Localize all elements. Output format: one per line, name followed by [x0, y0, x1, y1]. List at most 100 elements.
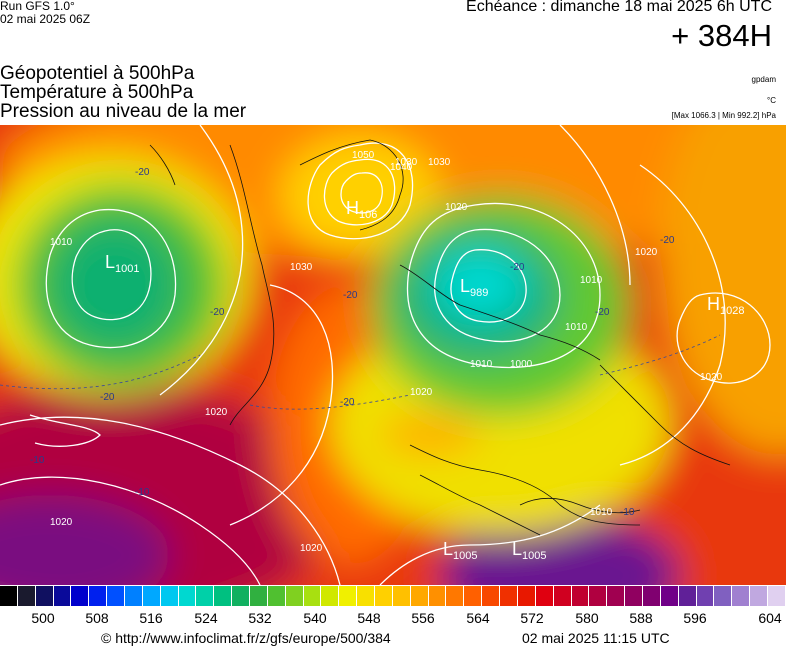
- scale-label: 524: [194, 610, 218, 626]
- copyright-link[interactable]: © http://www.infoclimat.fr/z/gfs/europe/…: [101, 630, 391, 646]
- scale-swatch: [482, 586, 501, 606]
- scale-swatch: [714, 586, 733, 606]
- isobar-label: 1020: [50, 517, 73, 528]
- scale-label: 548: [357, 610, 381, 626]
- temperature-label: -10: [135, 487, 150, 498]
- scale-swatch: [678, 586, 697, 606]
- scale-label: 532: [248, 610, 272, 626]
- scale-swatch: [267, 586, 286, 606]
- temperature-label: -20: [343, 290, 358, 301]
- scale-swatch: [53, 586, 72, 606]
- scale-swatch: [0, 586, 18, 606]
- isobar-label: 1020: [700, 372, 723, 383]
- isobar-label: 1010: [470, 359, 493, 370]
- scale-swatch: [571, 586, 590, 606]
- scale-swatch: [250, 586, 268, 606]
- isobar-label: 1030: [395, 157, 418, 168]
- scale-swatch: [750, 586, 768, 606]
- scale-swatch: [71, 586, 90, 606]
- unit-temperature: °C: [767, 96, 776, 105]
- isobar-label: 1020: [205, 407, 228, 418]
- scale-swatch: [428, 586, 447, 606]
- pressure-system-label: L989: [460, 276, 488, 299]
- isobar-label: 1050: [352, 150, 375, 161]
- scale-swatch: [535, 586, 554, 606]
- scale-swatch: [375, 586, 393, 606]
- temperature-label: -10: [620, 507, 635, 518]
- temperature-label: -20: [660, 235, 675, 246]
- unit-geopotential: gpdam: [751, 75, 776, 84]
- run-date-label: 02 mai 2025 06Z: [0, 12, 91, 26]
- scale-label: 556: [411, 610, 435, 626]
- coastlines: [149, 139, 731, 536]
- temperature-label: -20: [510, 262, 525, 273]
- scale-swatch: [392, 586, 411, 606]
- title-temperature: Température à 500hPa: [0, 82, 194, 103]
- scale-swatch: [732, 586, 751, 606]
- scale-label: 564: [466, 610, 490, 626]
- color-scale-labels: 500 508 516 524 532 540 548 556 564 572 580 588 596 6…: [0, 610, 786, 628]
- run-model-label: Run GFS 1.0°: [0, 0, 75, 13]
- scale-swatch: [500, 586, 518, 606]
- isobar-label: 1020: [635, 247, 658, 258]
- scale-swatch: [464, 586, 483, 606]
- scale-swatch: [517, 586, 536, 606]
- scale-swatch: [357, 586, 376, 606]
- pressure-system-label: L1005: [443, 539, 478, 562]
- lead-time: + 384H: [671, 18, 772, 53]
- scale-swatch: [446, 586, 465, 606]
- scale-swatch: [696, 586, 715, 606]
- temperature-label: -20: [595, 307, 610, 318]
- scale-swatch: [625, 586, 643, 606]
- issued-time: 02 mai 2025 11:15 UTC: [522, 630, 670, 646]
- scale-label: 540: [303, 610, 327, 626]
- scale-swatch: [285, 586, 304, 606]
- weather-map: L1001 H106 L989 H1028 L1005 L1005 1050 1040 103…: [0, 125, 786, 585]
- temperature-label: -20: [340, 397, 355, 408]
- pressure-system-labels: L1001 H106 L989 H1028 L1005 L1005: [105, 198, 744, 562]
- isobar-label: 1020: [410, 387, 433, 398]
- scale-swatch: [107, 586, 126, 606]
- isobar-label: 1030: [428, 157, 451, 168]
- pressure-system-label: H1028: [707, 294, 744, 317]
- isobar-label: 1010: [590, 507, 613, 518]
- forecast-valid-time: Echéance : dimanche 18 mai 2025 6h UTC: [466, 0, 772, 15]
- isobar-label: 1020: [300, 543, 323, 554]
- geopotential-field: [0, 125, 786, 585]
- temperature-label: -10: [30, 455, 45, 466]
- scale-swatch: [35, 586, 54, 606]
- scale-label: 508: [85, 610, 109, 626]
- scale-swatch: [125, 586, 143, 606]
- temperature-label: -20: [100, 392, 115, 403]
- isobar-label: 1000: [510, 359, 533, 370]
- scale-swatch: [196, 586, 215, 606]
- title-pressure: Pression au niveau de la mer: [0, 101, 247, 122]
- isobar-label: 1040: [390, 162, 413, 173]
- scale-label: 580: [575, 610, 599, 626]
- temperature-label: -20: [210, 307, 225, 318]
- scale-swatch: [160, 586, 179, 606]
- pressure-system-label: H106: [346, 198, 377, 221]
- scale-label: 500: [31, 610, 55, 626]
- scale-swatch: [17, 586, 36, 606]
- scale-swatch: [767, 586, 786, 606]
- title-geopotential: Géopotentiel à 500hPa: [0, 63, 195, 84]
- scale-label: 516: [139, 610, 163, 626]
- scale-swatch: [214, 586, 233, 606]
- scale-swatch: [232, 586, 251, 606]
- isobars: [0, 125, 771, 585]
- scale-swatch: [89, 586, 108, 606]
- pressure-system-label: L1005: [512, 539, 547, 562]
- scale-label: 596: [683, 610, 707, 626]
- scale-swatch: [589, 586, 608, 606]
- pressure-extremes: [Max 1066.3 | Min 992.2] hPa: [671, 111, 776, 120]
- isobar-label: 1010: [565, 322, 588, 333]
- isobar-label: 1020: [445, 202, 468, 213]
- scale-swatch: [303, 586, 322, 606]
- scale-label: 604: [758, 610, 782, 626]
- scale-swatch: [607, 586, 626, 606]
- scale-swatch: [142, 586, 161, 606]
- temperature-label: -20: [135, 167, 150, 178]
- temperature-contours: [0, 334, 721, 410]
